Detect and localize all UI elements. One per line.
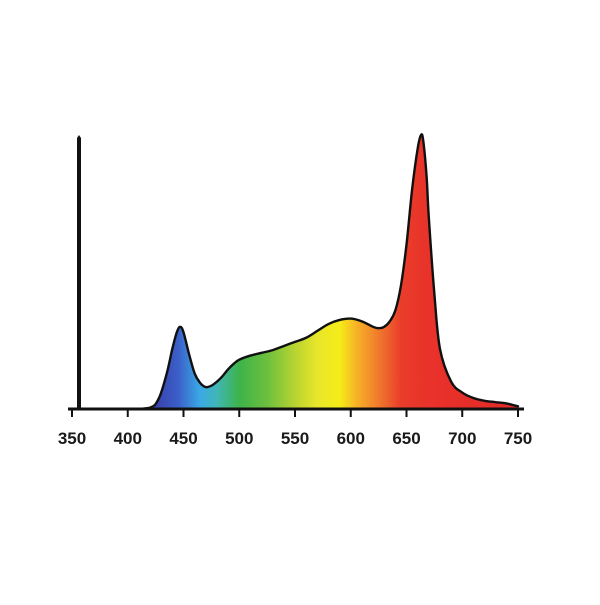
spectrum-outline [70, 133, 520, 411]
spectrum-area [72, 134, 518, 409]
y-axis-line [77, 135, 81, 409]
x-tick-label: 750 [504, 429, 532, 448]
plot-layer [70, 133, 520, 411]
x-tick-label: 600 [337, 429, 365, 448]
x-tick-label: 450 [169, 429, 197, 448]
x-tick-label: 350 [58, 429, 86, 448]
axis-layer [68, 135, 524, 417]
label-layer: 350 400 450 500 550 600 650 700 750 [58, 429, 532, 448]
x-tick-label: 700 [448, 429, 476, 448]
x-tick-label: 550 [281, 429, 309, 448]
x-tick-label: 400 [114, 429, 142, 448]
x-tick-label: 650 [392, 429, 420, 448]
x-tick-label: 500 [225, 429, 253, 448]
